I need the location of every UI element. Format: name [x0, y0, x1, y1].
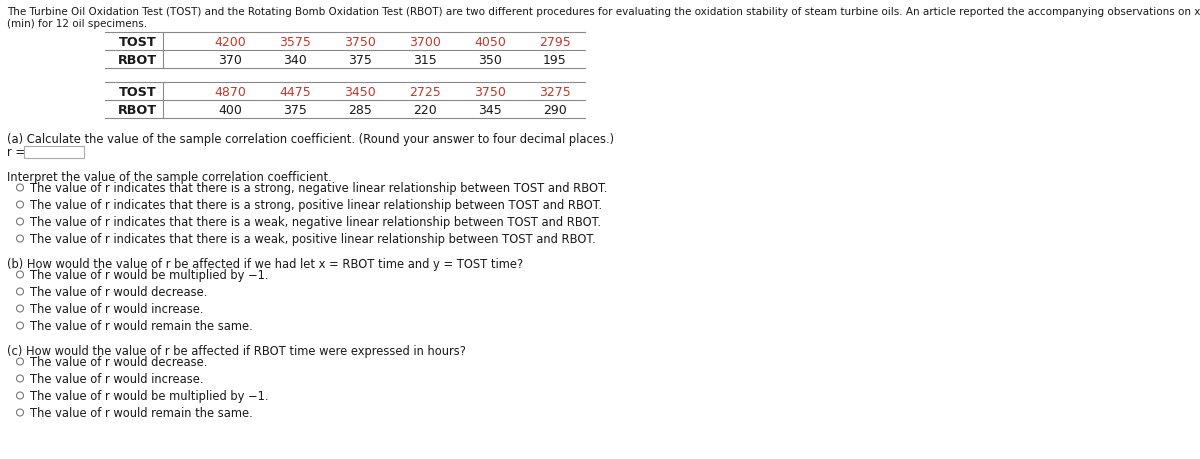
Circle shape: [17, 202, 24, 208]
Text: r =: r =: [7, 146, 25, 159]
Text: The value of r would remain the same.: The value of r would remain the same.: [30, 406, 253, 419]
Circle shape: [17, 358, 24, 365]
Text: The value of r would decrease.: The value of r would decrease.: [30, 285, 208, 298]
Text: 345: 345: [478, 103, 502, 116]
Circle shape: [17, 375, 24, 382]
Text: The value of r indicates that there is a strong, positive linear relationship be: The value of r indicates that there is a…: [30, 199, 602, 212]
Text: TOST: TOST: [119, 85, 157, 98]
Text: 195: 195: [544, 53, 566, 67]
Circle shape: [17, 305, 24, 312]
Text: The value of r indicates that there is a strong, negative linear relationship be: The value of r indicates that there is a…: [30, 182, 607, 195]
Text: The value of r would increase.: The value of r would increase.: [30, 302, 204, 315]
Text: 3750: 3750: [344, 35, 376, 48]
Circle shape: [17, 322, 24, 329]
Text: Interpret the value of the sample correlation coefficient.: Interpret the value of the sample correl…: [7, 171, 331, 184]
Circle shape: [17, 392, 24, 399]
Text: 3275: 3275: [539, 85, 571, 98]
Text: 350: 350: [478, 53, 502, 67]
Text: The value of r would be multiplied by −1.: The value of r would be multiplied by −1…: [30, 389, 269, 402]
Text: 285: 285: [348, 103, 372, 116]
Text: RBOT: RBOT: [118, 103, 157, 116]
Circle shape: [17, 218, 24, 225]
Text: 2725: 2725: [409, 85, 440, 98]
Circle shape: [17, 235, 24, 242]
Text: RBOT: RBOT: [118, 53, 157, 67]
Text: 4050: 4050: [474, 35, 506, 48]
Text: The Turbine Oil Oxidation Test (TOST) and the Rotating Bomb Oxidation Test (RBOT: The Turbine Oil Oxidation Test (TOST) an…: [7, 7, 1200, 17]
Text: 4475: 4475: [280, 85, 311, 98]
Circle shape: [17, 288, 24, 295]
Text: 3750: 3750: [474, 85, 506, 98]
FancyBboxPatch shape: [24, 147, 84, 159]
Text: The value of r indicates that there is a weak, positive linear relationship betw: The value of r indicates that there is a…: [30, 233, 595, 246]
Text: (a) Calculate the value of the sample correlation coefficient. (Round your answe: (a) Calculate the value of the sample co…: [7, 133, 614, 146]
Text: The value of r indicates that there is a weak, negative linear relationship betw: The value of r indicates that there is a…: [30, 216, 601, 229]
Text: The value of r would decrease.: The value of r would decrease.: [30, 355, 208, 368]
Text: 400: 400: [218, 103, 242, 116]
Text: 2795: 2795: [539, 35, 571, 48]
Text: (b) How would the value of r be affected if we had let x = RBOT time and y = TOS: (b) How would the value of r be affected…: [7, 257, 523, 270]
Text: 375: 375: [348, 53, 372, 67]
Text: The value of r would remain the same.: The value of r would remain the same.: [30, 319, 253, 332]
Text: 370: 370: [218, 53, 242, 67]
Text: 315: 315: [413, 53, 437, 67]
Text: 4870: 4870: [214, 85, 246, 98]
Text: 340: 340: [283, 53, 307, 67]
Text: 4200: 4200: [214, 35, 246, 48]
Text: The value of r would increase.: The value of r would increase.: [30, 372, 204, 385]
Text: (min) for 12 oil specimens.: (min) for 12 oil specimens.: [7, 19, 148, 29]
Text: 290: 290: [544, 103, 566, 116]
Circle shape: [17, 185, 24, 191]
Text: (c) How would the value of r be affected if RBOT time were expressed in hours?: (c) How would the value of r be affected…: [7, 344, 466, 357]
Circle shape: [17, 271, 24, 279]
Text: 3575: 3575: [280, 35, 311, 48]
Text: The value of r would be multiplied by −1.: The value of r would be multiplied by −1…: [30, 269, 269, 281]
Text: TOST: TOST: [119, 35, 157, 48]
Text: 3700: 3700: [409, 35, 440, 48]
Text: 3450: 3450: [344, 85, 376, 98]
Text: 220: 220: [413, 103, 437, 116]
Circle shape: [17, 409, 24, 416]
Text: 375: 375: [283, 103, 307, 116]
